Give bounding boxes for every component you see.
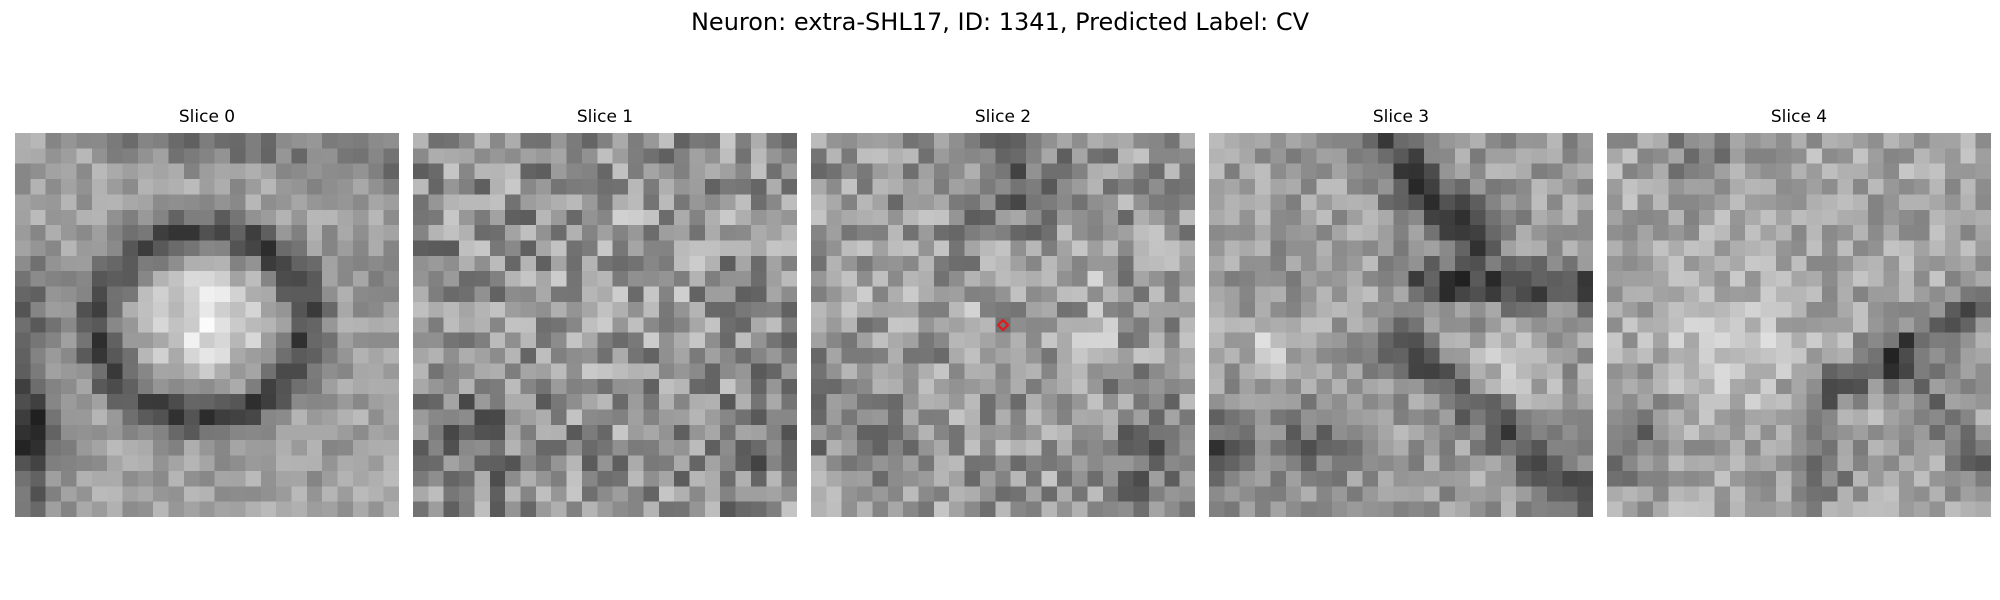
slice-image <box>1607 133 1991 517</box>
slice-image <box>413 133 797 517</box>
slice-title: Slice 4 <box>1770 107 1828 127</box>
slice-image <box>811 133 1195 517</box>
slice-title: Slice 3 <box>1372 107 1430 127</box>
slice-image <box>1209 133 1593 517</box>
slice-title: Slice 2 <box>974 107 1032 127</box>
slice-image <box>15 133 399 517</box>
center-marker-icon <box>997 319 1009 331</box>
slice-title: Slice 0 <box>178 107 236 127</box>
slice-title: Slice 1 <box>576 107 634 127</box>
figure-title: Neuron: extra-SHL17, ID: 1341, Predicted… <box>690 8 1310 36</box>
